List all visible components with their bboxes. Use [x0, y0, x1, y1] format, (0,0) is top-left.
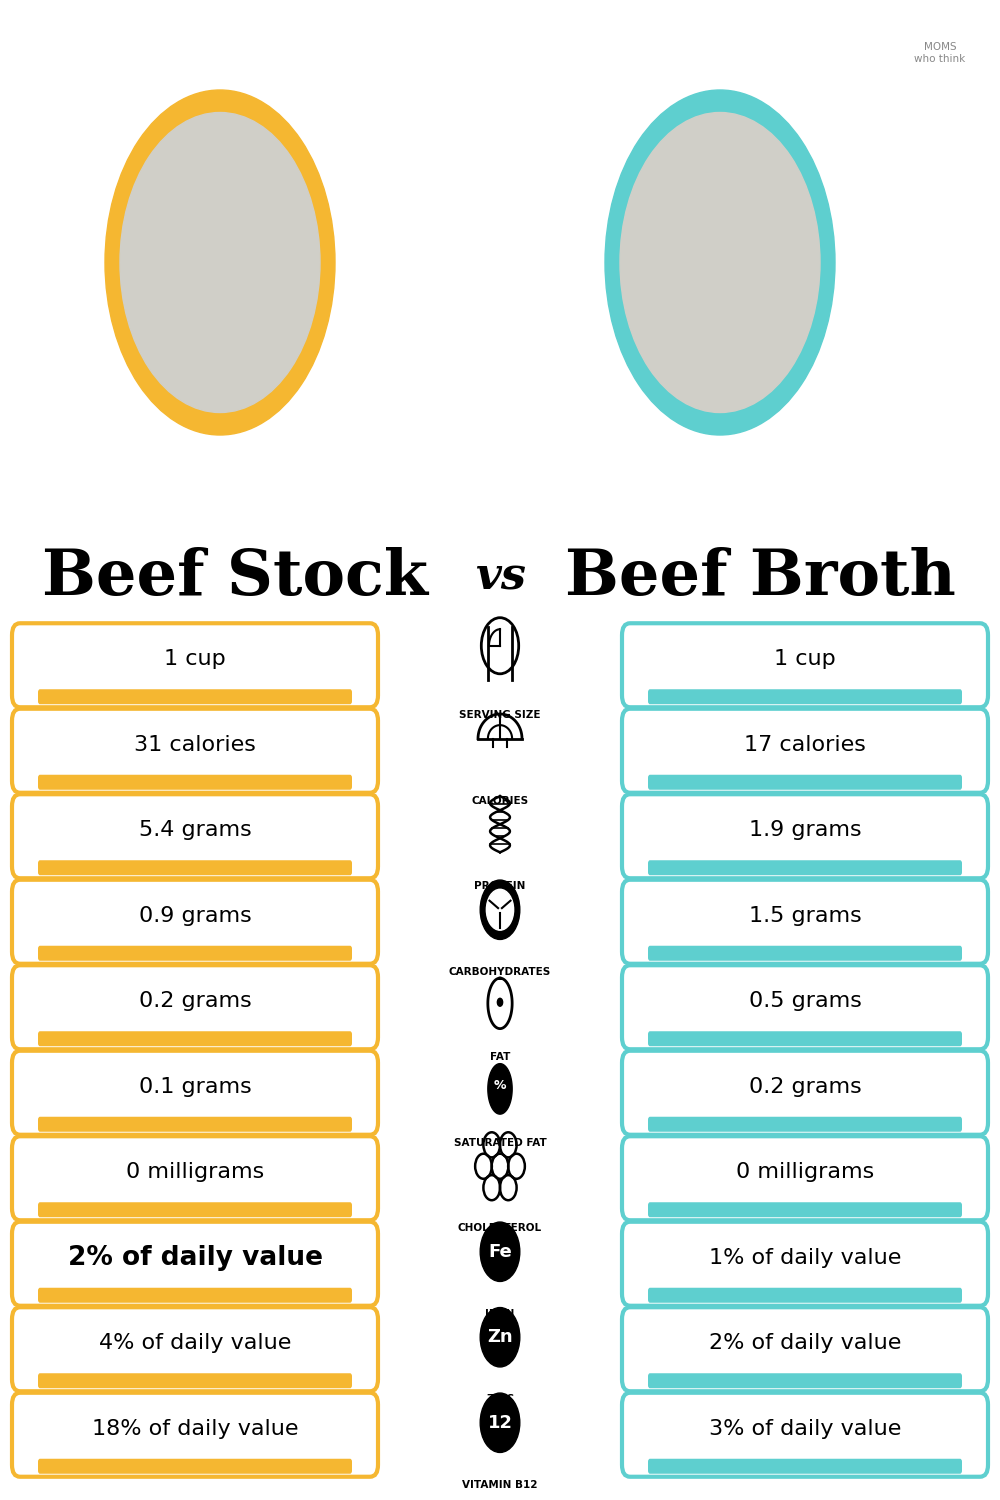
- FancyBboxPatch shape: [38, 1287, 352, 1302]
- FancyBboxPatch shape: [622, 1222, 988, 1305]
- Text: 0 milligrams: 0 milligrams: [126, 1162, 264, 1182]
- Text: 0.1 grams: 0.1 grams: [139, 1077, 251, 1096]
- Text: CALORIES: CALORIES: [471, 796, 529, 806]
- Text: 1.5 grams: 1.5 grams: [749, 906, 861, 926]
- Text: ZINC: ZINC: [486, 1395, 514, 1404]
- Text: CHOLESTEROL: CHOLESTEROL: [458, 1224, 542, 1233]
- Circle shape: [480, 1222, 520, 1281]
- FancyBboxPatch shape: [38, 690, 352, 705]
- FancyBboxPatch shape: [622, 1052, 988, 1136]
- Circle shape: [120, 112, 320, 412]
- Circle shape: [480, 880, 520, 939]
- Text: vs: vs: [475, 556, 525, 598]
- Text: PROTEIN: PROTEIN: [474, 882, 526, 891]
- FancyBboxPatch shape: [622, 624, 988, 708]
- FancyBboxPatch shape: [648, 1203, 962, 1218]
- FancyBboxPatch shape: [12, 1222, 378, 1305]
- FancyBboxPatch shape: [12, 624, 378, 708]
- Circle shape: [486, 890, 514, 930]
- FancyBboxPatch shape: [622, 966, 988, 1050]
- FancyBboxPatch shape: [38, 861, 352, 876]
- FancyBboxPatch shape: [622, 1137, 988, 1221]
- Text: 0.2 grams: 0.2 grams: [749, 1077, 861, 1096]
- FancyBboxPatch shape: [622, 795, 988, 879]
- Circle shape: [605, 90, 835, 435]
- Text: 31 calories: 31 calories: [134, 735, 256, 754]
- Text: Beef Broth: Beef Broth: [565, 548, 955, 608]
- Text: 12: 12: [488, 1413, 512, 1431]
- Circle shape: [480, 1394, 520, 1452]
- Text: 4% of daily value: 4% of daily value: [99, 1334, 291, 1353]
- FancyBboxPatch shape: [648, 1458, 962, 1473]
- Text: SATURATED FAT: SATURATED FAT: [454, 1138, 546, 1148]
- FancyBboxPatch shape: [648, 1374, 962, 1389]
- FancyBboxPatch shape: [12, 1052, 378, 1136]
- FancyBboxPatch shape: [38, 1118, 352, 1132]
- Circle shape: [620, 112, 820, 412]
- FancyBboxPatch shape: [648, 1118, 962, 1132]
- FancyBboxPatch shape: [648, 690, 962, 705]
- FancyBboxPatch shape: [622, 710, 988, 794]
- Text: 1.9 grams: 1.9 grams: [749, 821, 861, 840]
- FancyBboxPatch shape: [12, 1137, 378, 1221]
- Text: SERVING SIZE: SERVING SIZE: [459, 711, 541, 720]
- FancyBboxPatch shape: [622, 1394, 988, 1476]
- Text: IRON: IRON: [485, 1308, 515, 1318]
- Polygon shape: [488, 1064, 512, 1114]
- Text: 0.5 grams: 0.5 grams: [749, 992, 861, 1011]
- Text: 0.2 grams: 0.2 grams: [139, 992, 251, 1011]
- Text: VITAMIN B12: VITAMIN B12: [462, 1479, 538, 1490]
- FancyBboxPatch shape: [12, 966, 378, 1050]
- Text: %: %: [494, 1080, 506, 1092]
- Text: 0.9 grams: 0.9 grams: [139, 906, 251, 926]
- FancyBboxPatch shape: [12, 795, 378, 879]
- FancyBboxPatch shape: [648, 776, 962, 790]
- Text: 5.4 grams: 5.4 grams: [139, 821, 251, 840]
- Text: 1 cup: 1 cup: [774, 650, 836, 669]
- FancyBboxPatch shape: [648, 1032, 962, 1047]
- FancyBboxPatch shape: [12, 710, 378, 794]
- Text: 1 cup: 1 cup: [164, 650, 226, 669]
- Text: 0 milligrams: 0 milligrams: [736, 1162, 874, 1182]
- Text: FAT: FAT: [490, 1053, 510, 1062]
- Text: Zn: Zn: [487, 1329, 513, 1347]
- FancyBboxPatch shape: [648, 946, 962, 962]
- FancyBboxPatch shape: [38, 1374, 352, 1389]
- FancyBboxPatch shape: [622, 1308, 988, 1392]
- Text: MOMS
who think: MOMS who think: [914, 42, 966, 64]
- Circle shape: [480, 1308, 520, 1366]
- Text: CARBOHYDRATES: CARBOHYDRATES: [449, 968, 551, 976]
- FancyBboxPatch shape: [38, 946, 352, 962]
- Text: 3% of daily value: 3% of daily value: [709, 1419, 901, 1438]
- Circle shape: [497, 999, 503, 1006]
- Text: 2% of daily value: 2% of daily value: [68, 1245, 322, 1270]
- FancyBboxPatch shape: [38, 1458, 352, 1473]
- Text: 18% of daily value: 18% of daily value: [92, 1419, 298, 1438]
- FancyBboxPatch shape: [38, 776, 352, 790]
- FancyBboxPatch shape: [12, 1394, 378, 1476]
- FancyBboxPatch shape: [38, 1203, 352, 1218]
- FancyBboxPatch shape: [12, 880, 378, 965]
- FancyBboxPatch shape: [648, 1287, 962, 1302]
- Text: 2% of daily value: 2% of daily value: [709, 1334, 901, 1353]
- Text: 1% of daily value: 1% of daily value: [709, 1248, 901, 1268]
- FancyBboxPatch shape: [622, 880, 988, 965]
- Text: 17 calories: 17 calories: [744, 735, 866, 754]
- FancyBboxPatch shape: [648, 861, 962, 876]
- FancyBboxPatch shape: [12, 1308, 378, 1392]
- FancyBboxPatch shape: [38, 1032, 352, 1047]
- Text: Beef Stock: Beef Stock: [42, 548, 428, 608]
- Circle shape: [105, 90, 335, 435]
- Text: Fe: Fe: [488, 1242, 512, 1260]
